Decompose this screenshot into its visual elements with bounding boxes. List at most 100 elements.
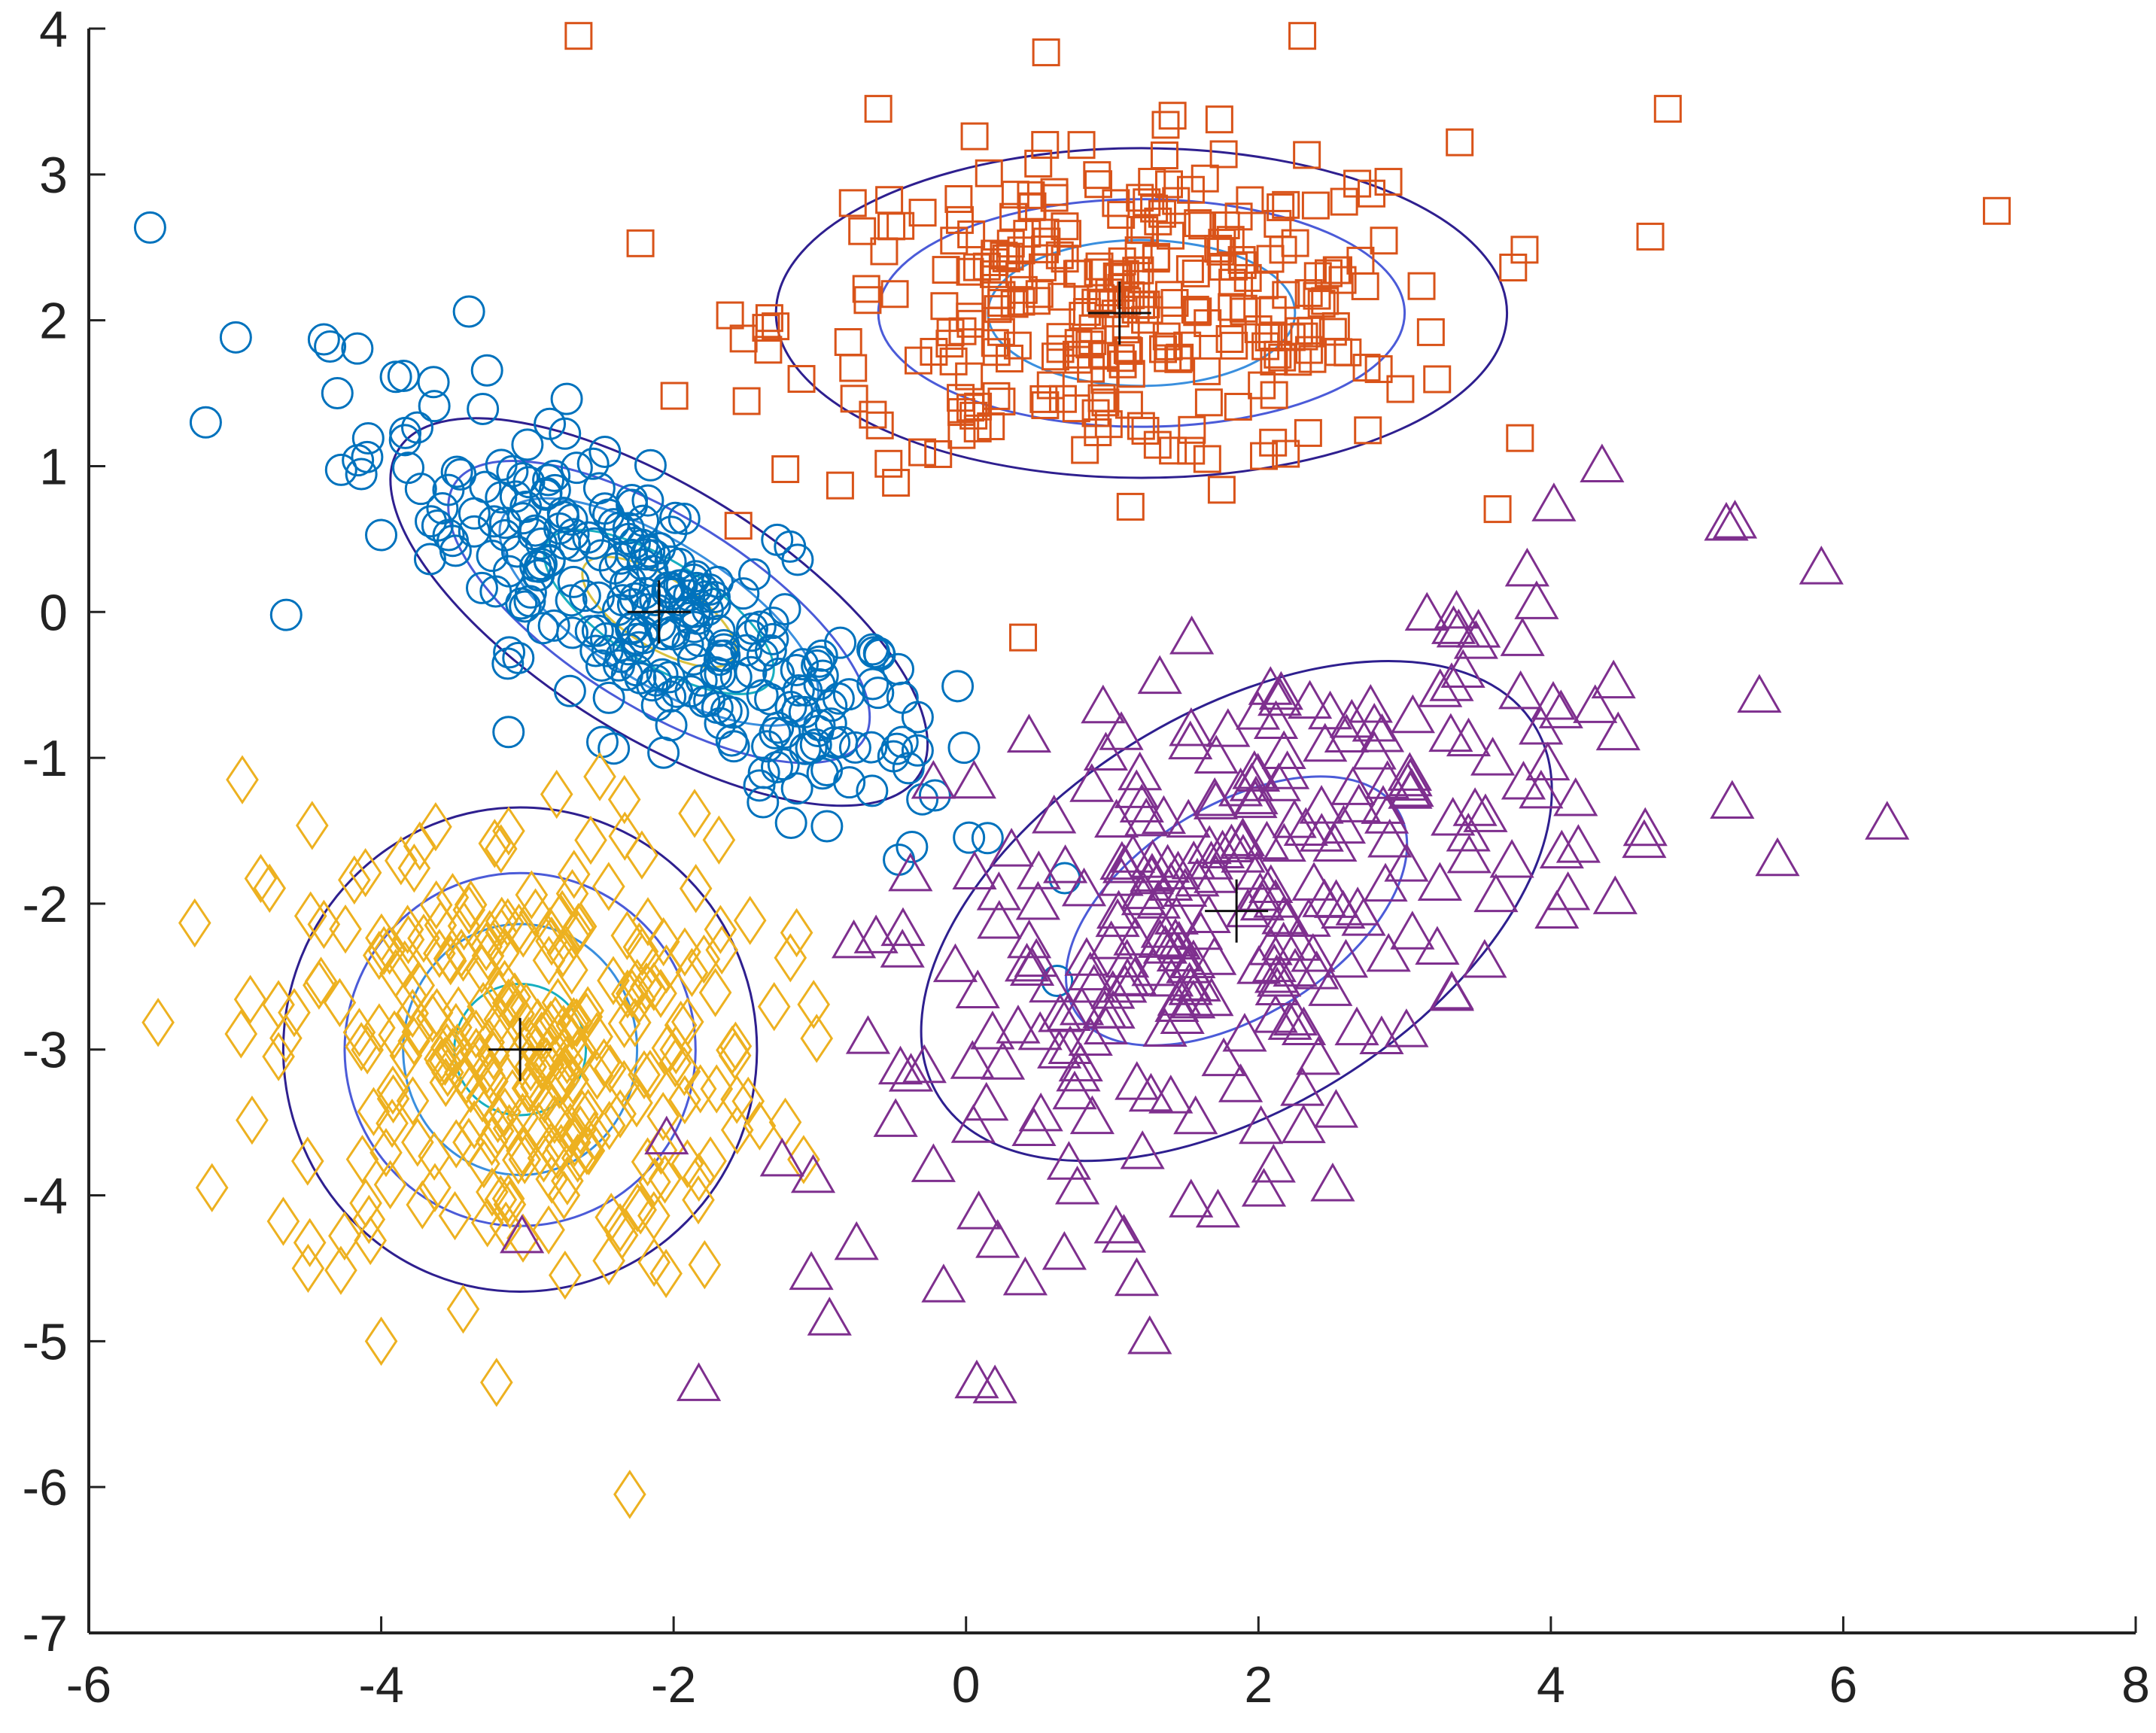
point-diamond: [233, 974, 267, 1024]
point-square: [877, 212, 906, 241]
point-triangle: [1303, 722, 1348, 762]
point-circle: [822, 682, 855, 715]
point-diamond: [664, 1000, 698, 1050]
point-diamond: [278, 987, 311, 1038]
point-diamond: [463, 1035, 497, 1085]
point-triangle: [1452, 787, 1498, 826]
point-triangle: [1314, 879, 1359, 918]
point-square: [755, 304, 783, 333]
point-circle: [622, 631, 655, 664]
point-circle: [592, 681, 625, 714]
point-circle: [815, 689, 848, 722]
point-triangle: [1048, 1025, 1093, 1065]
point-circle: [523, 550, 556, 583]
point-diamond: [593, 1044, 627, 1093]
point-diamond: [743, 1101, 777, 1151]
point-circle: [667, 502, 701, 535]
point-diamond: [608, 811, 642, 861]
point-diamond: [475, 1117, 509, 1166]
point-diamond: [471, 931, 505, 981]
point-triangle: [1446, 813, 1491, 852]
point-triangle: [1193, 780, 1239, 819]
point-square: [1358, 179, 1386, 208]
point-diamond: [351, 1025, 384, 1075]
point-square: [1108, 247, 1136, 275]
point-diamond: [324, 1245, 357, 1295]
point-circle: [971, 822, 1004, 855]
point-triangle: [1388, 757, 1433, 797]
point-triangle: [1436, 608, 1481, 648]
point-triangle: [996, 1005, 1041, 1044]
point-diamond: [675, 947, 709, 998]
point-circle: [513, 585, 546, 618]
point-square: [1272, 190, 1300, 219]
contour-ellipse: [920, 659, 1553, 1163]
point-square: [947, 398, 976, 427]
point-diamond: [800, 1014, 834, 1063]
point-triangle: [1038, 993, 1083, 1032]
point-square: [1205, 105, 1233, 134]
point-diamond: [467, 981, 500, 1032]
point-square: [981, 329, 1009, 357]
point-square: [1653, 95, 1682, 123]
point-circle: [810, 753, 844, 786]
point-triangle: [1221, 834, 1266, 873]
point-triangle: [1539, 829, 1584, 869]
point-circle: [557, 518, 590, 551]
point-diamond: [561, 1030, 594, 1080]
point-triangle: [1037, 1029, 1082, 1069]
point-diamond: [571, 986, 604, 1035]
point-square: [975, 159, 1003, 187]
point-triangle: [1253, 879, 1298, 918]
point-diamond: [628, 1050, 661, 1100]
point-square: [1183, 298, 1212, 327]
point-diamond: [515, 870, 549, 920]
point-square: [853, 286, 882, 315]
point-circle: [838, 731, 871, 764]
x-tick-label: 8: [2121, 1656, 2150, 1713]
point-diamond: [605, 1210, 639, 1260]
point-square: [852, 275, 880, 303]
point-diamond: [323, 977, 357, 1028]
point-diamond: [419, 880, 453, 930]
point-circle: [754, 683, 787, 716]
point-circle: [550, 382, 583, 415]
point-triangle: [1865, 801, 1910, 840]
point-square: [1017, 193, 1046, 221]
point-diamond: [296, 801, 329, 850]
point-diamond: [564, 901, 598, 951]
point-triangle: [1288, 680, 1333, 719]
point-triangle: [1131, 947, 1176, 987]
point-triangle: [1195, 1188, 1241, 1228]
point-triangle: [1142, 925, 1187, 964]
point-circle: [324, 453, 357, 486]
point-square: [1087, 284, 1115, 312]
y-tick-label: -2: [23, 876, 68, 933]
point-square: [754, 336, 783, 364]
point-triangle: [964, 1081, 1009, 1121]
point-circle: [788, 695, 821, 728]
point-circle: [744, 610, 777, 643]
point-diamond: [644, 1125, 678, 1175]
point-diamond: [491, 1174, 525, 1224]
point-triangle: [1016, 850, 1061, 889]
point-triangle: [1169, 707, 1214, 746]
point-circle: [387, 360, 420, 393]
point-triangle: [1538, 689, 1583, 728]
point-triangle: [950, 1104, 996, 1143]
point-diamond: [423, 929, 456, 978]
point-square: [1067, 131, 1096, 160]
point-triangle: [1361, 785, 1406, 824]
point-triangle: [1710, 780, 1755, 819]
point-square: [1113, 336, 1142, 364]
point-square: [1181, 259, 1210, 287]
point-diamond: [604, 1202, 637, 1253]
point-triangle: [1239, 881, 1285, 921]
point-square: [904, 346, 932, 375]
point-square: [1154, 281, 1183, 309]
point-triangle: [1335, 886, 1380, 926]
point-square: [1007, 287, 1035, 316]
point-diamond: [607, 774, 641, 825]
point-square: [1138, 167, 1166, 196]
point-square: [940, 227, 969, 255]
